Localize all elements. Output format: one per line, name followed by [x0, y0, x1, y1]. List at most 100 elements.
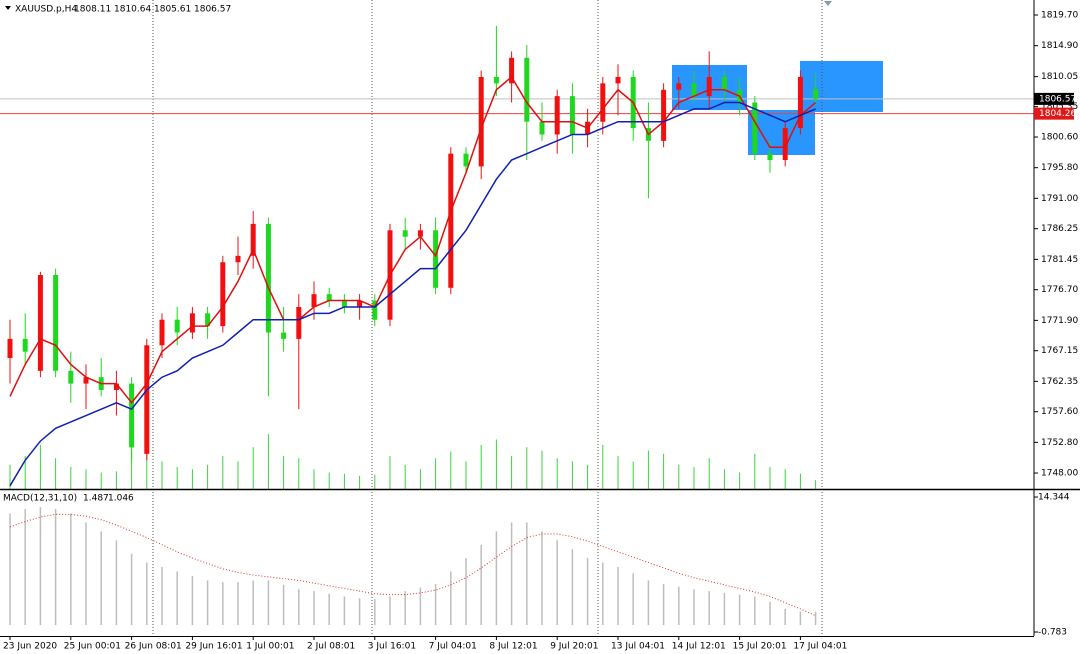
candle-body	[478, 76, 484, 167]
x-tick-label: 1 Jul 00:01	[246, 642, 294, 652]
candle-body	[569, 96, 575, 135]
candle-body	[417, 230, 423, 237]
ask-price-label: 1804.26	[1039, 109, 1076, 119]
candle-body	[83, 377, 89, 384]
candle-body	[752, 102, 758, 154]
y-tick-label: 1800.60	[1041, 133, 1078, 143]
candle-body	[189, 313, 195, 333]
candle-body	[220, 262, 226, 327]
candle-body	[524, 57, 530, 122]
y-tick-label: 1819.70	[1041, 11, 1078, 21]
candle-body	[554, 96, 560, 135]
candle-body	[661, 89, 667, 141]
candle-body	[721, 76, 727, 90]
plot	[0, 25, 1034, 626]
candle-body	[600, 83, 606, 122]
candle-body	[265, 223, 271, 333]
candle-body	[782, 128, 788, 161]
candle-body	[433, 230, 439, 288]
shift-marker	[824, 1, 832, 6]
candle-body	[372, 300, 378, 320]
candle-body	[767, 153, 773, 161]
x-tick-label: 17 Jul 04:01	[793, 642, 847, 652]
y-tick-label: 1781.45	[1041, 255, 1078, 265]
y-tick-label: 1757.60	[1041, 407, 1078, 417]
candle-body	[615, 76, 621, 84]
candle-body	[463, 153, 469, 167]
menu-arrow[interactable]	[5, 6, 11, 10]
candle-body	[341, 300, 347, 307]
candle-body	[53, 275, 59, 371]
x-tick-label: 3 Jul 16:01	[368, 642, 416, 652]
candle-body	[509, 57, 515, 84]
x-tick-label: 14 Jul 12:01	[672, 642, 726, 652]
y-tick-label: 1814.90	[1041, 41, 1078, 51]
candle-body	[235, 255, 241, 263]
labels: XAUUSD.p,H4 1808.11 1810.64 1805.61 1806…	[3, 5, 231, 504]
ask-price-tag	[1034, 107, 1074, 120]
x-tick-label: 9 Jul 20:01	[550, 642, 598, 652]
header-high: 1810.64	[114, 5, 151, 15]
header-close: 1806.57	[194, 5, 231, 15]
macd-value: 1.487	[83, 494, 109, 504]
candle-body	[296, 306, 302, 339]
candle-body	[113, 383, 119, 390]
candle-body	[205, 313, 211, 327]
macd-tick-label: -0.783	[1038, 628, 1067, 638]
x-tick-label: 25 Jun 00:01	[64, 642, 121, 652]
y-tick-label: 1762.35	[1041, 377, 1078, 387]
y-tick-label: 1791.00	[1041, 194, 1078, 204]
candle-body	[448, 153, 454, 288]
candle-body	[357, 300, 363, 307]
candle-body	[326, 294, 332, 301]
x-tick-label: 29 Jun 16:01	[185, 642, 242, 652]
candle-body	[68, 370, 74, 384]
symbol-title: XAUUSD.p,H4	[15, 5, 77, 15]
y-tick-label: 1786.25	[1041, 224, 1078, 234]
moving-average	[9, 75, 817, 404]
period-separators	[152, 0, 823, 636]
y-tick-label: 1795.80	[1041, 163, 1078, 173]
last-price-tag	[1034, 92, 1074, 105]
candle-body	[706, 76, 712, 97]
candle-body	[37, 275, 43, 371]
x-tick-label: 26 Jun 08:01	[125, 642, 182, 652]
candle-body	[311, 294, 317, 307]
candle-body	[539, 121, 545, 135]
x-tick-label: 13 Jul 04:01	[611, 642, 665, 652]
candle-body	[402, 230, 408, 237]
y-tick-label: 1767.15	[1041, 346, 1078, 356]
y-tick-label: 1810.05	[1041, 72, 1078, 82]
candle-body	[281, 332, 287, 339]
candle-body	[159, 319, 165, 346]
x-tick-label: 7 Jul 04:01	[429, 642, 477, 652]
header-open: 1808.11	[74, 5, 111, 15]
moving-average	[9, 101, 816, 487]
last-price-label: 1806.57	[1039, 94, 1076, 104]
y-tick-label: 1752.80	[1041, 438, 1078, 448]
y-tick-label: 1776.70	[1041, 285, 1078, 295]
x-tick-label: 15 Jul 20:01	[733, 642, 787, 652]
zone	[748, 110, 815, 155]
candle-body	[813, 89, 819, 99]
macd-tick-label: 14.344	[1038, 493, 1070, 503]
x-tick-label: 23 Jun 2020	[3, 642, 57, 652]
candle-body	[144, 345, 150, 454]
macd-title: MACD(12,31,10)	[3, 494, 77, 504]
y-tick-label: 1771.90	[1041, 316, 1078, 326]
candle-body	[797, 76, 803, 129]
candle-body	[691, 83, 697, 97]
macd-signal-value: 1.046	[108, 494, 134, 504]
candle-body	[129, 383, 135, 448]
candle-body	[676, 83, 682, 90]
x-tick-label: 8 Jul 12:01	[489, 642, 537, 652]
x-tick-label: 2 Jul 08:01	[307, 642, 355, 652]
candle-body	[493, 76, 499, 84]
candle-body	[22, 338, 28, 352]
candle-body	[7, 338, 13, 359]
header-low: 1805.61	[154, 5, 191, 15]
y-tick-label: 1748.00	[1041, 469, 1078, 479]
candle-body	[250, 223, 256, 256]
